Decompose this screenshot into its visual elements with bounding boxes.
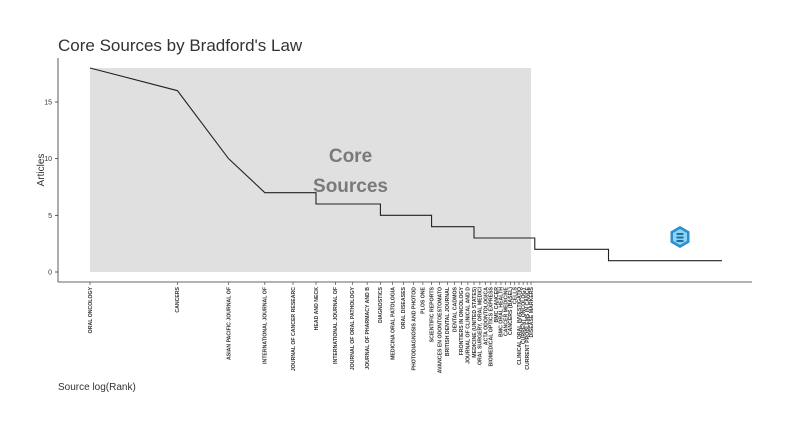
y-tick-label: 10: [44, 156, 52, 163]
x-tick-label: MEDICINE (UNITED STATES): [472, 287, 478, 358]
x-tick-label: CELLS: [513, 286, 519, 304]
bibliometrix-hexagon-icon: [670, 226, 690, 248]
x-tick-label: ORAL ONCOLOGY: [88, 286, 94, 333]
x-tick-label: HEAD AND NECK: [314, 287, 320, 331]
x-tick-label: CANCER MEDICINE: [504, 286, 510, 336]
x-tick-label: JOURNAL OF PHARMACY AND B: [365, 287, 371, 370]
y-tick-label: 15: [44, 100, 52, 107]
x-tick-label: CANCERS (BASEL): [508, 287, 514, 335]
plot-area: Core Sources: [89, 67, 722, 272]
x-tick-label: DENTAL CADMOS: [452, 286, 458, 332]
x-tick-label: CURRENT PROBLEMS IN CANCE: [525, 286, 531, 369]
x-tick-label: BMC ORAL HEALTH: [499, 287, 505, 337]
chart-title: Core Sources by Bradford's Law: [58, 36, 303, 55]
x-tick-label: PHOTODIAGNOSIS AND PHOTOD: [411, 287, 417, 371]
x-axis-ticks: ORAL ONCOLOGY CANCERS ASIAN PACIFIC JOURNA…: [88, 282, 535, 373]
x-axis-label: Source log(Rank): [58, 382, 136, 393]
articles-step-line: [89, 67, 722, 262]
x-tick-label: ORAL SURGERY, ORAL MEDICI: [478, 286, 484, 365]
x-tick-label: JOURNAL OF CANCER RESEARC: [291, 287, 297, 371]
y-tick-label: 0: [48, 270, 52, 277]
x-tick-label: CURRENT ONCOLOGY: [521, 286, 527, 344]
x-tick-label: DIAGNOSTICS: [378, 286, 384, 323]
x-tick-label: CANCERS: [175, 286, 181, 312]
y-tick-label: 5: [48, 213, 52, 220]
y-axis-ticks: 0 5 10 15: [44, 100, 58, 277]
x-tick-label: BRITISH DENTAL JOURNAL: [445, 286, 451, 356]
x-tick-label: ASIAN PACIFIC JOURNAL OF: [226, 287, 232, 360]
x-tick-label: AVANCES EN ODONTOESTOMATO: [438, 287, 444, 373]
x-tick-label: ACTA ODONTOLOGICA: [483, 287, 489, 345]
y-axis-label: Articles: [36, 154, 47, 187]
x-tick-label: JOURNAL OF ORAL PATHOLOGY: [350, 286, 356, 370]
x-tick-label: FRONTIERS IN ONCOLOGY: [459, 286, 465, 355]
x-tick-label: JOURNAL OF CLINICAL AND D: [466, 287, 472, 364]
x-tick-label: BIOMEDICAL OPTICS EXPRESS: [489, 286, 495, 366]
x-tick-label: BMC CANCER: [494, 287, 500, 323]
x-tick-label: ORAL DISEASES: [401, 286, 407, 329]
x-tick-label: MEDICINA ORAL PATOLOGIA: [390, 287, 396, 360]
core-sources-zone: [90, 68, 532, 272]
x-tick-label: DISEASE MARKERS: [529, 286, 535, 337]
x-tick-label: PLOS ONE: [421, 286, 427, 313]
x-tick-label: INTERNATIONAL JOURNAL OF: [333, 287, 339, 364]
x-tick-label: SCIENTIFIC REPORTS: [429, 286, 435, 342]
core-label-line-1: Core: [329, 146, 372, 167]
x-tick-label: INTERNATIONAL JOURNAL OF: [263, 287, 269, 364]
core-label-line-2: Sources: [313, 176, 388, 197]
x-tick-label: CLINICAL ORAL INVESTIGATIO: [517, 287, 523, 365]
